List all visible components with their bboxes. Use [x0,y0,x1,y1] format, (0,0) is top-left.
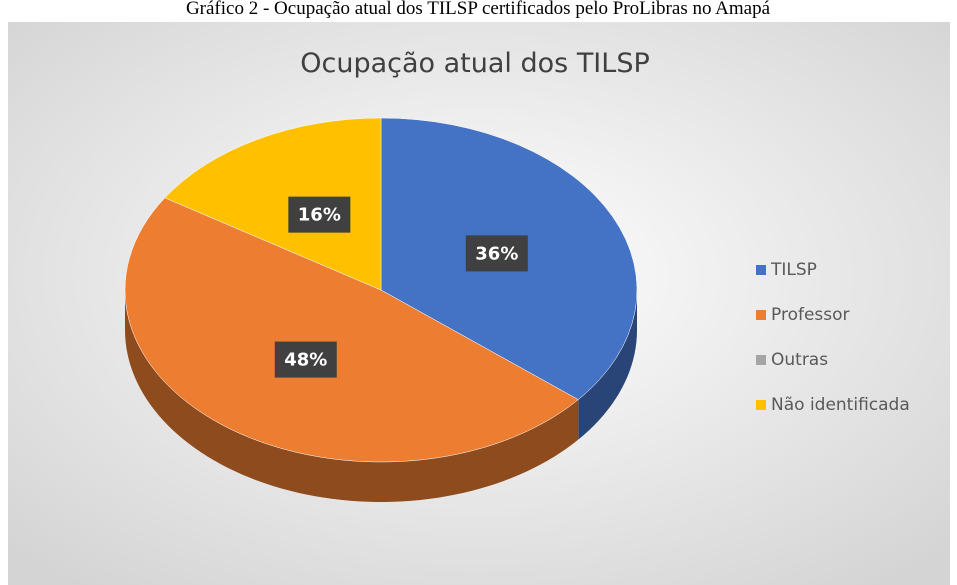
pie: 36% 48% 16% [124,117,638,502]
label-box [274,341,337,378]
legend-swatch [756,400,766,410]
legend-label: Professor [771,305,850,325]
slice [164,117,382,291]
slice [124,197,579,463]
label-box [288,196,351,233]
legend-swatch [756,265,766,275]
slice-side [578,290,637,440]
chart-title: Ocupação atual dos TILSP [300,48,649,79]
label-box [465,235,528,272]
caption: Gráfico 2 - Ocupação atual dos TILSP cer… [186,0,771,19]
legend-swatch [756,355,766,365]
legend-label: TILSP [770,260,817,280]
legend-label: Outras [771,350,828,370]
legend-label: Não identificada [771,395,910,415]
slice-side [125,290,579,502]
data-label: 48% [284,350,327,371]
legend: TILSP Professor Outras Não identificada [756,260,910,415]
data-label: 36% [475,243,518,264]
legend-swatch [756,310,766,320]
data-label: 16% [298,205,341,226]
